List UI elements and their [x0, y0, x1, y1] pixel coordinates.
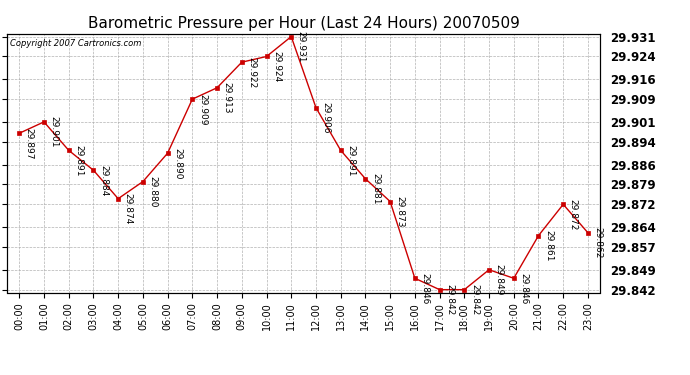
Text: 29.922: 29.922	[247, 57, 257, 88]
Text: 29.909: 29.909	[198, 94, 207, 125]
Text: 29.897: 29.897	[25, 128, 34, 159]
Text: 29.906: 29.906	[322, 102, 331, 134]
Text: 29.874: 29.874	[124, 193, 132, 225]
Text: 29.880: 29.880	[148, 176, 157, 207]
Text: 29.881: 29.881	[371, 173, 380, 205]
Text: 29.873: 29.873	[395, 196, 405, 228]
Text: 29.842: 29.842	[470, 284, 479, 315]
Text: 29.846: 29.846	[420, 273, 429, 304]
Text: 29.842: 29.842	[445, 284, 454, 315]
Title: Barometric Pressure per Hour (Last 24 Hours) 20070509: Barometric Pressure per Hour (Last 24 Ho…	[88, 16, 520, 31]
Text: 29.884: 29.884	[99, 165, 108, 196]
Text: 29.862: 29.862	[593, 227, 602, 259]
Text: 29.846: 29.846	[520, 273, 529, 304]
Text: 29.891: 29.891	[346, 145, 355, 176]
Text: 29.890: 29.890	[173, 148, 182, 179]
Text: 29.861: 29.861	[544, 230, 553, 262]
Text: 29.872: 29.872	[569, 199, 578, 230]
Text: 29.891: 29.891	[75, 145, 83, 176]
Text: 29.924: 29.924	[272, 51, 281, 82]
Text: Copyright 2007 Cartronics.com: Copyright 2007 Cartronics.com	[10, 39, 141, 48]
Text: 29.901: 29.901	[50, 116, 59, 148]
Text: 29.849: 29.849	[495, 264, 504, 296]
Text: 29.913: 29.913	[223, 82, 232, 114]
Text: 29.931: 29.931	[297, 31, 306, 63]
